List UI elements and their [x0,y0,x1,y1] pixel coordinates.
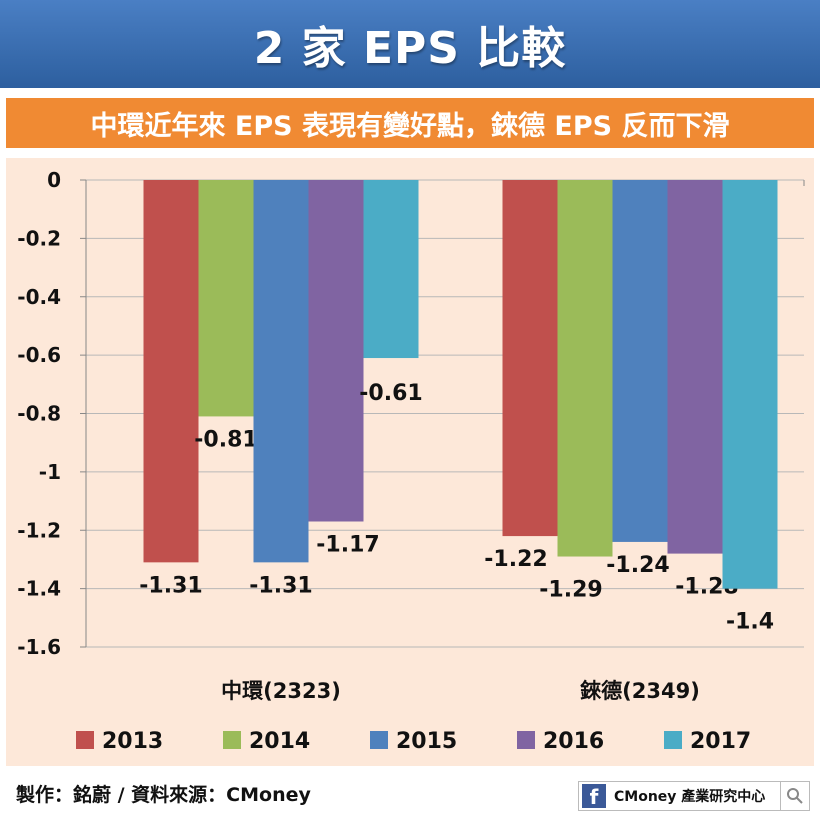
credit-text: 製作：銘蔚 / 資料來源：CMoney [16,784,311,806]
y-tick-label: -0.2 [17,226,61,250]
brand-text: CMoney 產業研究中心 [614,789,766,805]
y-tick-label: -1 [39,460,61,484]
legend-swatch-2017 [664,731,682,749]
y-tick-label: -0.8 [17,402,61,426]
page-subtitle: 中環近年來 EPS 表現有變好點，錸德 EPS 反而下滑 [90,110,730,142]
bar-2015-1 [612,180,668,542]
data-label: -1.31 [139,573,202,598]
y-tick-label: -0.4 [17,285,61,309]
data-label: -0.81 [194,427,257,452]
bar-2013-1 [502,180,558,537]
legend-swatch-2014 [223,731,241,749]
data-label: -1.24 [606,553,669,578]
search-icon[interactable] [780,782,809,810]
title-banner: 2 家 EPS 比較 [0,0,820,88]
brand-badge[interactable]: f CMoney 產業研究中心 [578,781,810,811]
legend-label: 2013 [102,729,163,754]
bar-2017-1 [722,180,778,589]
legend-swatch-2016 [517,731,535,749]
bar-2017-0 [363,180,419,359]
data-label: -1.31 [249,573,312,598]
bar-2015-0 [253,180,309,563]
data-label: -1.22 [484,547,547,572]
bar-2013-0 [143,180,199,563]
x-category-label: 中環(2323) [221,679,341,703]
legend-label: 2017 [690,729,751,754]
y-tick-label: -1.2 [17,518,61,542]
data-label: -1.4 [726,610,774,635]
bar-2014-0 [198,180,254,417]
y-tick-label: -1.4 [17,577,61,601]
chart-panel: 0 -0.2 -0.4 -0.6 -0.8 -1 -1.2 -1.4 -1.6 -1.31 -0.8… [6,158,814,766]
legend-label: 2015 [396,729,457,754]
bar-2016-1 [667,180,723,554]
y-tick-label: 0 [47,168,61,192]
y-tick-label: -1.6 [17,635,61,659]
bar-2014-1 [557,180,613,557]
legend-label: 2016 [543,729,604,754]
bar-chart: 0 -0.2 -0.4 -0.6 -0.8 -1 -1.2 -1.4 -1.6 -1.31 -0.8… [17,168,805,754]
subtitle-banner: 中環近年來 EPS 表現有變好點，錸德 EPS 反而下滑 [6,98,814,148]
data-label: -1.17 [316,532,379,557]
bar-2016-0 [308,180,364,522]
x-category-label: 錸德(2349) [580,679,700,703]
facebook-icon: f [582,784,606,808]
legend-swatch-2015 [370,731,388,749]
legend-swatch-2013 [76,731,94,749]
data-label: -1.29 [539,578,602,603]
page-title: 2 家 EPS 比較 [253,23,567,74]
data-label: -0.61 [359,381,422,406]
legend-label: 2014 [249,729,310,754]
y-tick-label: -0.6 [17,343,61,367]
